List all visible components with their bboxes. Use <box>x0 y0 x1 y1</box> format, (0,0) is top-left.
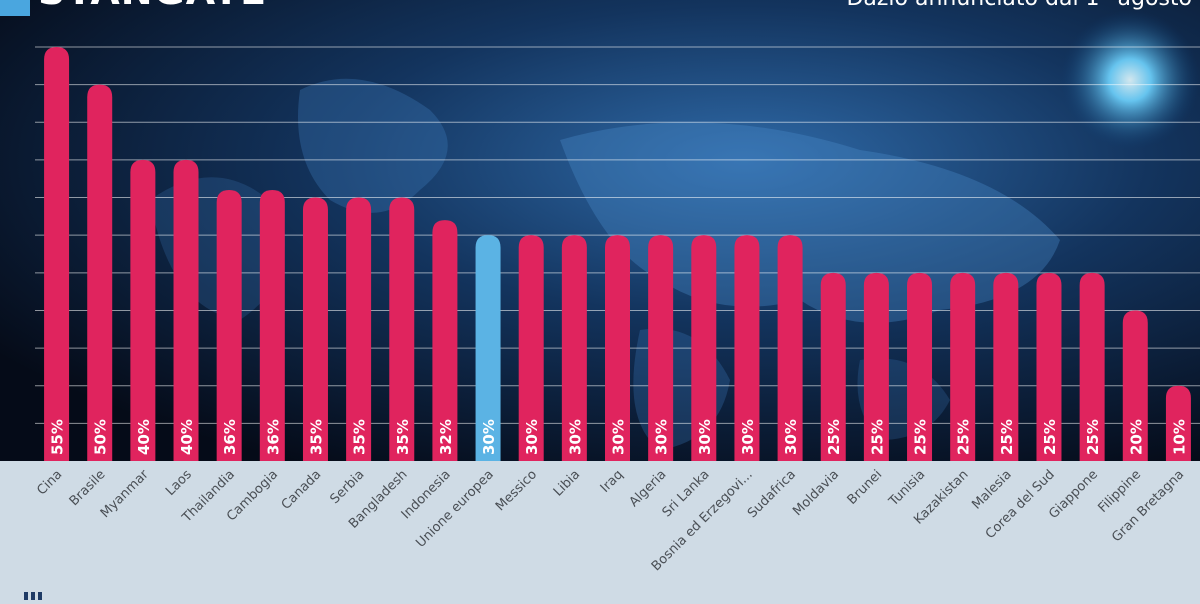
bar-value-label: 25% <box>912 419 930 455</box>
page-subtitle: Dazio annunciato dal 1° agosto <box>846 0 1192 11</box>
bar-value-label: 35% <box>394 419 412 455</box>
bar-kazakistan <box>950 272 976 461</box>
bar-value-label: 30% <box>782 419 800 455</box>
bar-iraq <box>605 235 630 461</box>
bar-canada <box>302 197 328 461</box>
bar-gran-bretagna <box>1165 385 1191 461</box>
bar-value-label: 35% <box>307 419 325 455</box>
bar-myanmar <box>130 159 156 461</box>
bar-value-label: 25% <box>825 419 843 455</box>
x-axis-band <box>0 461 1200 600</box>
bar-thailandia <box>216 190 242 461</box>
bar-value-label: 30% <box>696 419 714 455</box>
bar-messico <box>518 235 544 461</box>
bar-value-label: 32% <box>437 419 455 455</box>
bar-value-label: 30% <box>523 419 541 455</box>
bar-libia <box>561 235 587 461</box>
bar-value-label: 36% <box>221 419 239 455</box>
bar-value-label: 25% <box>1084 419 1102 455</box>
bar-brasile <box>87 84 113 462</box>
bar-tunisia <box>907 272 933 461</box>
page-title: STANGATE <box>38 0 267 13</box>
bar-value-label: 55% <box>49 419 67 455</box>
bar-value-label: 30% <box>610 419 628 455</box>
bar-value-label: 25% <box>1041 419 1059 455</box>
bar-value-label: 20% <box>1127 419 1145 455</box>
bar-value-label: 30% <box>653 419 671 455</box>
bar-value-label: 36% <box>264 419 282 455</box>
bar-filippine <box>1122 310 1148 461</box>
bar-corea-del-sud <box>1036 272 1062 461</box>
bar-unione-europea <box>475 235 501 461</box>
bar-sudafrica <box>777 235 803 461</box>
brand-logo-icon <box>24 592 42 600</box>
bar-value-label: 30% <box>566 419 584 455</box>
bar-value-label: 25% <box>955 419 973 455</box>
bar-bangladesh <box>389 197 415 461</box>
bar-value-label: 30% <box>480 419 498 455</box>
title-accent <box>0 0 30 16</box>
bar-sri-lanka <box>691 235 717 461</box>
bar-laos <box>173 159 199 461</box>
bar-value-label: 40% <box>178 419 196 455</box>
bar-value-label: 10% <box>1170 419 1188 455</box>
bar-serbia <box>346 197 372 461</box>
bar-value-label: 25% <box>868 419 886 455</box>
bar-value-label: 35% <box>351 419 369 455</box>
bar-cina <box>44 47 70 461</box>
bar-value-label: 25% <box>998 419 1016 455</box>
title-bar: STANGATE <box>0 0 267 16</box>
bar-value-label: 50% <box>92 419 110 455</box>
bar-value-label: 40% <box>135 419 153 455</box>
bar-malesia <box>993 272 1019 461</box>
bar-giappone <box>1079 272 1105 461</box>
bar-cambogia <box>259 190 285 461</box>
bar-algeria <box>648 235 674 461</box>
bar-indonesia <box>432 220 458 461</box>
bar-brunei <box>863 272 889 461</box>
bar-bosnia-ed-erzegovi <box>734 235 760 461</box>
bar-moldavia <box>820 272 846 461</box>
bar-value-label: 30% <box>739 419 757 455</box>
